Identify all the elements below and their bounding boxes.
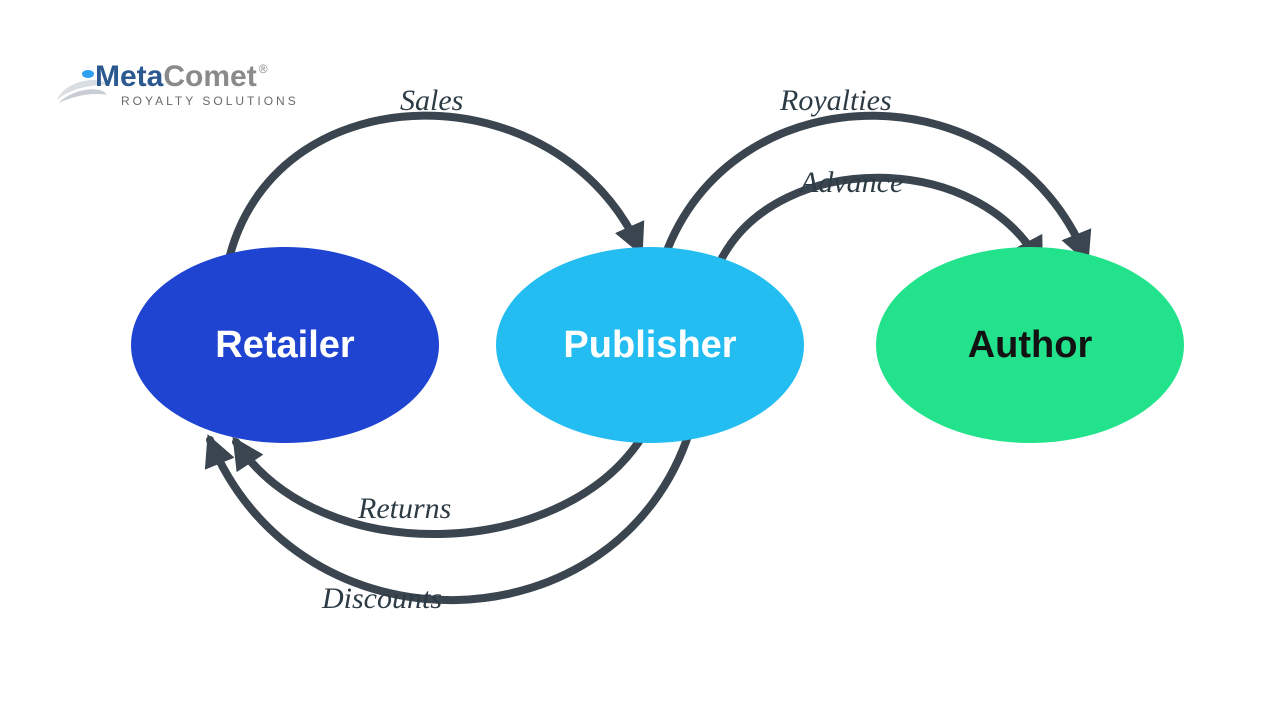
node-label-retailer: Retailer	[215, 324, 355, 366]
edge-sales	[230, 116, 640, 255]
edge-label-returns: Returns	[357, 492, 451, 525]
edge-returns	[236, 440, 640, 534]
edge-discounts	[210, 430, 690, 600]
edge-royalties	[668, 116, 1086, 258]
logo-registered-icon: ®	[259, 62, 268, 76]
logo-wordmark: MetaComet®	[95, 60, 266, 94]
diagram-canvas: MetaComet® ROYALTY SOLUTIONS Retailer Pub…	[0, 0, 1272, 702]
logo-tagline: ROYALTY SOLUTIONS	[121, 94, 299, 108]
edge-label-advance: Advance	[798, 166, 903, 199]
node-publisher	[496, 247, 804, 443]
edge-label-royalties: Royalties	[779, 84, 892, 117]
node-label-publisher: Publisher	[563, 324, 736, 366]
logo-text-meta: Meta	[95, 60, 163, 93]
node-retailer	[131, 247, 439, 443]
logo-text-comet: Comet	[163, 60, 256, 93]
edge-label-sales: Sales	[400, 84, 463, 117]
node-author	[876, 247, 1184, 443]
edge-advance	[722, 178, 1040, 264]
edge-label-discounts: Discounts	[321, 582, 442, 615]
node-label-author: Author	[968, 324, 1093, 366]
